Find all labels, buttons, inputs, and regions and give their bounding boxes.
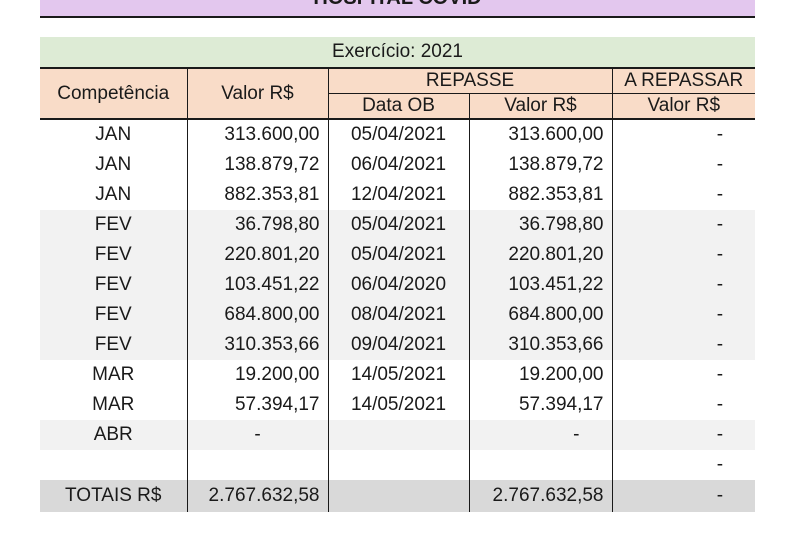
cell-data-ob: 14/05/2021 — [327, 390, 469, 420]
cell-repasse-valor: 57.394,17 — [468, 390, 612, 420]
cell-repasse-valor — [468, 450, 612, 480]
cell-valor — [186, 450, 328, 480]
exercise-year: Exercício: 2021 — [40, 37, 756, 68]
totals-data-ob — [327, 480, 469, 512]
cell-competencia: MAR — [92, 394, 135, 415]
table-row: - — [40, 450, 756, 480]
table-row: FEV 36.798,80 05/04/2021 36.798,80 - — [40, 210, 756, 240]
cell-data-ob: 12/04/2021 — [327, 180, 469, 210]
cell-data-ob — [327, 420, 469, 450]
cell-a-repassar: - — [611, 210, 756, 240]
cell-valor: - — [186, 420, 328, 450]
cell-valor: 310.353,66 — [186, 330, 328, 360]
totals-row: TOTAIS R$ 2.767.632,58 2.767.632,58 - — [40, 480, 756, 512]
header-valor: Valor R$ — [186, 67, 328, 120]
table-row: MAR 19.200,00 14/05/2021 19.200,00 - — [40, 360, 756, 390]
cell-competencia: JAN — [95, 184, 132, 205]
cell-repasse-valor: 310.353,66 — [468, 330, 612, 360]
table-row: JAN 313.600,00 05/04/2021 313.600,00 - — [40, 119, 756, 150]
cell-a-repassar: - — [611, 119, 756, 150]
cell-valor: 19.200,00 — [186, 360, 328, 390]
cell-a-repassar: - — [611, 180, 756, 210]
cell-data-ob: 14/05/2021 — [327, 360, 469, 390]
cell-competencia: FEV — [40, 210, 187, 240]
table-row: MAR 57.394,17 14/05/2021 57.394,17 - — [40, 390, 756, 420]
cell-competencia: FEV — [40, 300, 187, 330]
cell-valor: 220.801,20 — [186, 240, 328, 270]
cell-repasse-valor: - — [468, 420, 612, 450]
cell-data-ob: 05/04/2021 — [327, 119, 469, 150]
cell-a-repassar: - — [611, 420, 756, 450]
header-data-ob: Data OB — [327, 93, 469, 120]
cell-data-ob: 09/04/2021 — [327, 330, 469, 360]
table-row: JAN 882.353,81 12/04/2021 882.353,81 - — [40, 180, 756, 210]
repasse-table: Exercício: 2021 Competência Valor R$ REP… — [40, 37, 756, 512]
header-repasse-valor: Valor R$ — [468, 93, 612, 120]
cell-competencia: FEV — [40, 240, 187, 270]
cell-a-repassar: - — [611, 240, 756, 270]
table-row: FEV 684.800,00 08/04/2021 684.800,00 - — [40, 300, 756, 330]
table-row: ABR - - - — [40, 420, 756, 450]
header-a-repassar-valor: Valor R$ — [611, 93, 756, 120]
cell-competencia — [40, 450, 187, 480]
totals-label: TOTAIS R$ — [40, 480, 187, 512]
cell-valor: 313.600,00 — [186, 119, 328, 150]
header-a-repassar: A REPASSAR — [611, 67, 756, 94]
totals-a-repassar: - — [611, 480, 756, 512]
cell-data-ob: 06/04/2021 — [327, 150, 469, 180]
cell-a-repassar: - — [611, 390, 756, 420]
table-row: JAN 138.879,72 06/04/2021 138.879,72 - — [40, 150, 756, 180]
cell-data-ob: 05/04/2021 — [327, 240, 469, 270]
totals-valor: 2.767.632,58 — [186, 480, 328, 512]
cell-data-ob — [327, 450, 469, 480]
cell-competencia: FEV — [40, 330, 187, 360]
table-row: FEV 220.801,20 05/04/2021 220.801,20 - — [40, 240, 756, 270]
document-title: HOSPITAL COVID — [40, 0, 755, 18]
cell-valor: 138.879,72 — [186, 150, 328, 180]
header-competencia: Competência — [40, 67, 187, 120]
cell-valor: 684.800,00 — [186, 300, 328, 330]
cell-valor: 36.798,80 — [186, 210, 328, 240]
cell-competencia: JAN — [95, 154, 132, 175]
cell-repasse-valor: 882.353,81 — [468, 180, 612, 210]
cell-competencia: FEV — [40, 270, 187, 300]
cell-a-repassar: - — [611, 360, 756, 390]
cell-repasse-valor: 313.600,00 — [468, 119, 612, 150]
cell-repasse-valor: 220.801,20 — [468, 240, 612, 270]
cell-repasse-valor: 138.879,72 — [468, 150, 612, 180]
cell-a-repassar: - — [611, 330, 756, 360]
cell-a-repassar: - — [611, 150, 756, 180]
cell-a-repassar: - — [611, 450, 756, 480]
table-row: FEV 103.451,22 06/04/2020 103.451,22 - — [40, 270, 756, 300]
totals-repasse-valor: 2.767.632,58 — [468, 480, 612, 512]
cell-a-repassar: - — [611, 300, 756, 330]
cell-competencia: ABR — [40, 420, 187, 450]
header-repasse: REPASSE — [327, 67, 612, 94]
cell-competencia: MAR — [92, 364, 135, 385]
cell-data-ob: 06/04/2020 — [327, 270, 469, 300]
cell-repasse-valor: 19.200,00 — [468, 360, 612, 390]
table-row: FEV 310.353,66 09/04/2021 310.353,66 - — [40, 330, 756, 360]
cell-valor: 882.353,81 — [186, 180, 328, 210]
cell-repasse-valor: 103.451,22 — [468, 270, 612, 300]
cell-valor: 103.451,22 — [186, 270, 328, 300]
cell-data-ob: 05/04/2021 — [327, 210, 469, 240]
cell-valor: 57.394,17 — [186, 390, 328, 420]
cell-repasse-valor: 36.798,80 — [468, 210, 612, 240]
cell-a-repassar: - — [611, 270, 756, 300]
cell-competencia: JAN — [95, 124, 132, 145]
cell-repasse-valor: 684.800,00 — [468, 300, 612, 330]
cell-data-ob: 08/04/2021 — [327, 300, 469, 330]
